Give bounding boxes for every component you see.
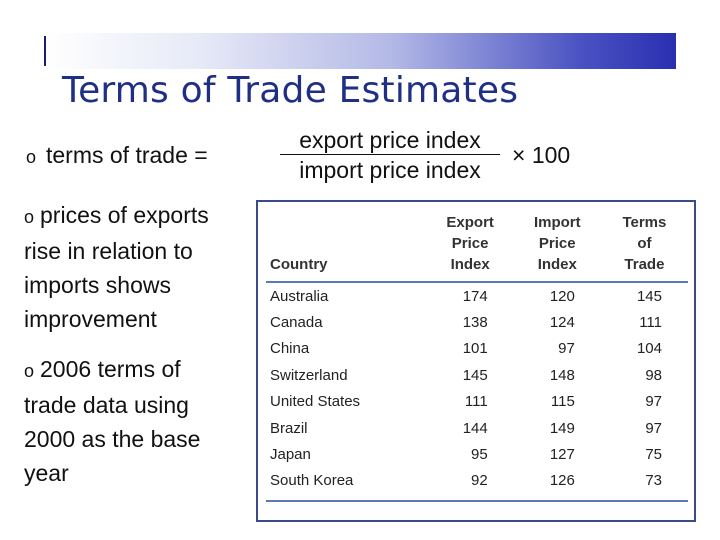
header-line: Import [533,214,581,231]
header-export-price-index: Export Price Index [427,212,514,282]
cell-import: 115 [550,393,575,411]
cell-country: South Korea [270,472,354,490]
terms-of-trade-formula: o terms of trade = export price index im… [26,126,586,190]
formula-denominator: import price index [299,157,481,183]
header-line: Export [446,214,494,231]
cell-import: 126 [549,472,575,490]
header-line: Index [537,256,577,273]
cell-export: 174 [462,287,488,305]
cell-export: 92 [471,472,488,490]
terms-of-trade-table: Country Export Price Index Import Price … [266,212,688,494]
formula-fraction: export price index import price index [280,126,500,185]
table-row: Switzerland 145 148 98 [266,362,688,388]
cell-terms: 98 [645,366,662,384]
bullet-item: o 2006 terms of trade data using 2000 as … [24,352,239,490]
cell-terms: 104 [636,340,662,358]
header-line: Terms [622,214,667,231]
cell-terms: 97 [645,419,662,437]
slide-title: Terms of Trade Estimates [62,70,519,111]
cell-export: 145 [462,366,488,384]
bullet-text: prices of exports rise in relation to im… [24,202,209,332]
bullet-list: o prices of exports rise in relation to i… [24,198,239,506]
cell-country: Switzerland [270,366,348,384]
cell-country: Brazil [270,419,308,437]
table-row: United States 111 115 97 [266,389,688,415]
table-header-row: Country Export Price Index Import Price … [266,212,688,282]
header-line: of [637,235,652,252]
table-row: Australia 174 120 145 [266,282,688,309]
cell-terms: 145 [636,287,662,305]
bullet-marker: o [24,207,35,227]
cell-terms: 97 [645,393,662,411]
bullet-marker: o [24,361,35,381]
header-import-price-index: Import Price Index [514,212,601,282]
cell-country: China [270,340,310,358]
cell-import: 149 [549,419,575,437]
table-row: Brazil 144 149 97 [266,415,688,441]
cell-terms: 75 [645,446,662,464]
cell-export: 101 [462,340,488,358]
cell-country: Japan [270,446,311,464]
cell-country: United States [270,393,361,411]
header-country: Country [270,256,328,273]
table-bottom-rule [266,500,688,502]
cell-import: 148 [549,366,575,384]
cell-country: Australia [270,287,329,305]
header-line: Price [451,235,489,252]
cell-import: 127 [549,446,575,464]
title-gradient-bar [44,33,676,69]
terms-of-trade-table-frame: Country Export Price Index Import Price … [256,200,696,522]
cell-export: 138 [462,314,488,332]
table-row: China 101 97 104 [266,336,688,362]
formula-multiplier: × 100 [512,142,571,168]
bullet-item: o prices of exports rise in relation to i… [24,198,239,336]
bullet-marker: o [26,147,37,167]
formula-lhs: terms of trade = [46,142,208,168]
table-row: Canada 138 124 111 [266,309,688,335]
cell-terms: 111 [639,314,662,332]
cell-import: 120 [549,287,575,305]
cell-import: 97 [558,340,575,358]
title-left-rule [44,36,46,66]
header-terms-of-trade: Terms of Trade [601,212,688,282]
header-line: Price [538,235,576,252]
cell-export: 144 [462,419,488,437]
cell-export: 111 [464,393,488,411]
cell-import: 124 [549,314,575,332]
formula-numerator: export price index [280,126,500,155]
header-line: Index [450,256,490,273]
table-row: South Korea 92 126 73 [266,468,688,494]
cell-terms: 73 [645,472,662,490]
cell-export: 95 [471,446,488,464]
table-row: Japan 95 127 75 [266,441,688,467]
cell-country: Canada [270,314,323,332]
header-line: Trade [624,256,665,273]
bullet-text: 2006 terms of trade data using 2000 as t… [24,356,201,486]
